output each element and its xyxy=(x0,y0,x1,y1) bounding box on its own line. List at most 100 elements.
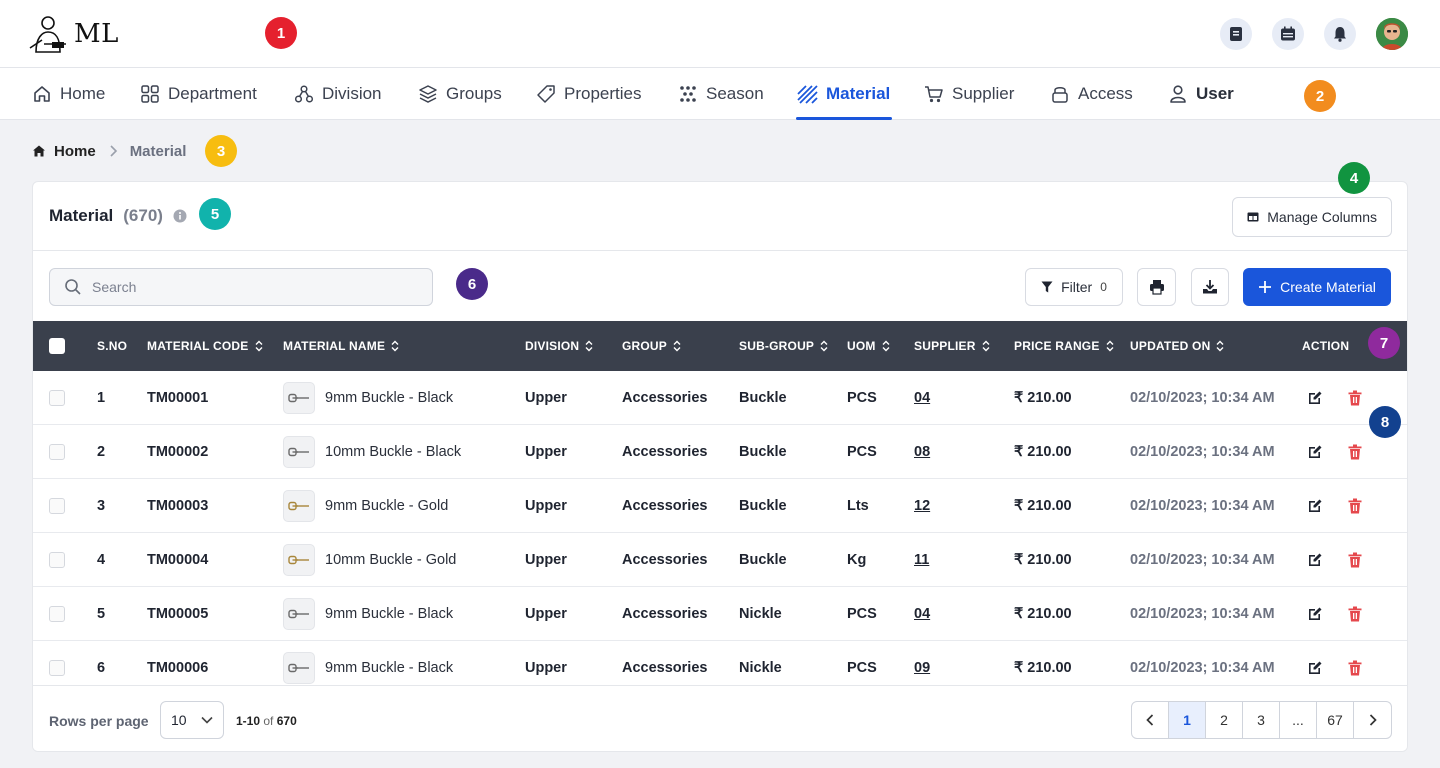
title-text: Material xyxy=(49,206,114,225)
search-field[interactable] xyxy=(49,268,433,306)
next-page-button[interactable] xyxy=(1354,702,1391,738)
select-all-checkbox[interactable] xyxy=(49,321,65,371)
buckle-icon xyxy=(288,393,309,403)
brand-logo[interactable]: ML xyxy=(26,14,119,54)
supplier-link[interactable]: 08 xyxy=(914,444,931,460)
delete-button[interactable] xyxy=(1348,587,1362,641)
nav-item-material[interactable]: Material xyxy=(796,68,893,120)
edit-button[interactable] xyxy=(1307,587,1323,641)
column-uom[interactable]: UOM xyxy=(847,321,890,371)
info-icon[interactable] xyxy=(173,209,187,223)
notifications-button[interactable] xyxy=(1324,18,1356,50)
delete-button[interactable] xyxy=(1348,533,1362,587)
cell-uom: Kg xyxy=(847,552,867,568)
avatar-icon xyxy=(1376,18,1408,50)
table-row[interactable]: 2 TM00002 10mm Buckle - Black Upper Acce… xyxy=(33,425,1407,479)
column-sno: S.NO xyxy=(97,321,127,371)
delete-button[interactable] xyxy=(1348,371,1362,425)
create-material-button[interactable]: Create Material xyxy=(1243,268,1391,306)
column-sub-group[interactable]: SUB-GROUP xyxy=(739,321,828,371)
row-checkbox[interactable] xyxy=(49,587,65,641)
cell-material-code: TM00006 xyxy=(147,660,209,676)
cell-sno: 5 xyxy=(97,606,106,622)
trash-icon xyxy=(1348,606,1362,622)
page-1-button[interactable]: 1 xyxy=(1169,702,1206,738)
table-row[interactable]: 5 TM00005 9mm Buckle - Black Upper Acces… xyxy=(33,587,1407,641)
edit-icon xyxy=(1309,607,1322,620)
nav-item-access[interactable]: Access xyxy=(1050,68,1133,120)
nav-label: Department xyxy=(168,84,257,103)
material-thumbnail xyxy=(283,652,315,684)
row-checkbox[interactable] xyxy=(49,371,65,425)
page-3-button[interactable]: 3 xyxy=(1243,702,1280,738)
row-checkbox[interactable] xyxy=(49,533,65,587)
delete-button[interactable] xyxy=(1348,479,1362,533)
material-thumbnail xyxy=(283,598,315,630)
edit-button[interactable] xyxy=(1307,425,1323,479)
nav-item-user[interactable]: User xyxy=(1168,68,1234,120)
manage-columns-button[interactable]: Manage Columns xyxy=(1232,197,1392,237)
nav-item-department[interactable]: Department xyxy=(140,68,257,120)
download-icon xyxy=(1203,280,1217,294)
delete-button[interactable] xyxy=(1348,641,1362,685)
user-avatar[interactable] xyxy=(1376,18,1408,50)
page-2-button[interactable]: 2 xyxy=(1206,702,1243,738)
supplier-link[interactable]: 09 xyxy=(914,660,931,676)
marker-4: 4 xyxy=(1338,162,1370,194)
rows-per-page-select[interactable]: 10 xyxy=(160,701,224,739)
calendar-button[interactable] xyxy=(1272,18,1304,50)
edit-button[interactable] xyxy=(1307,641,1323,685)
cell-sub-group: Buckle xyxy=(739,552,787,568)
supplier-link[interactable]: 11 xyxy=(914,552,930,568)
download-button[interactable] xyxy=(1191,268,1229,306)
notes-button[interactable] xyxy=(1220,18,1252,50)
column-group[interactable]: GROUP xyxy=(622,321,681,371)
row-checkbox[interactable] xyxy=(49,425,65,479)
column-material-code[interactable]: MATERIAL CODE xyxy=(147,321,263,371)
edit-button[interactable] xyxy=(1307,533,1323,587)
column-division[interactable]: DIVISION xyxy=(525,321,593,371)
search-input[interactable] xyxy=(92,279,392,295)
range-start: 1-10 xyxy=(236,714,261,728)
nav-item-groups[interactable]: Groups xyxy=(418,68,502,120)
buckle-icon xyxy=(288,501,309,511)
column-price-range[interactable]: PRICE RANGE xyxy=(1014,321,1114,371)
edit-button[interactable] xyxy=(1307,479,1323,533)
supplier-link[interactable]: 12 xyxy=(914,498,931,514)
filter-button[interactable]: Filter 0 xyxy=(1025,268,1123,306)
delete-button[interactable] xyxy=(1348,425,1362,479)
table-row[interactable]: 4 TM00004 10mm Buckle - Gold Upper Acces… xyxy=(33,533,1407,587)
column-supplier[interactable]: SUPPLIER xyxy=(914,321,990,371)
page-67-button[interactable]: 67 xyxy=(1317,702,1354,738)
cell-material-name: 10mm Buckle - Gold xyxy=(283,533,456,587)
table-row[interactable]: 6 TM00006 9mm Buckle - Black Upper Acces… xyxy=(33,641,1407,685)
nav-item-division[interactable]: Division xyxy=(294,68,382,120)
dots-icon xyxy=(680,86,696,102)
nav-item-properties[interactable]: Properties xyxy=(536,68,641,120)
edit-button[interactable] xyxy=(1307,371,1323,425)
nav-item-home[interactable]: Home xyxy=(32,68,105,120)
page-ellipsis: ... xyxy=(1280,702,1317,738)
filter-count: 0 xyxy=(1100,280,1107,294)
row-checkbox[interactable] xyxy=(49,479,65,533)
supplier-link[interactable]: 04 xyxy=(914,606,931,622)
breadcrumb-current: Material xyxy=(129,142,187,160)
nav-label: Groups xyxy=(446,84,502,103)
print-button[interactable] xyxy=(1137,268,1176,306)
hierarchy-icon xyxy=(294,85,314,103)
breadcrumb-home[interactable]: Home xyxy=(54,142,96,160)
row-checkbox[interactable] xyxy=(49,641,65,685)
header-label: DIVISION xyxy=(525,339,580,353)
marker-8: 8 xyxy=(1369,406,1401,438)
nav-item-supplier[interactable]: Supplier xyxy=(924,68,1014,120)
table-row[interactable]: 3 TM00003 9mm Buckle - Gold Upper Access… xyxy=(33,479,1407,533)
table-row[interactable]: 1 TM00001 9mm Buckle - Black Upper Acces… xyxy=(33,371,1407,425)
supplier-link[interactable]: 04 xyxy=(914,390,931,406)
column-updated-on[interactable]: UPDATED ON xyxy=(1130,321,1224,371)
sort-icon xyxy=(982,340,990,352)
nav-item-season[interactable]: Season xyxy=(678,68,764,120)
material-thumbnail xyxy=(283,490,315,522)
prev-page-button[interactable] xyxy=(1132,702,1169,738)
main-navigation: Home Department Division Groups Properti… xyxy=(0,68,1440,120)
column-material-name[interactable]: MATERIAL NAME xyxy=(283,321,399,371)
